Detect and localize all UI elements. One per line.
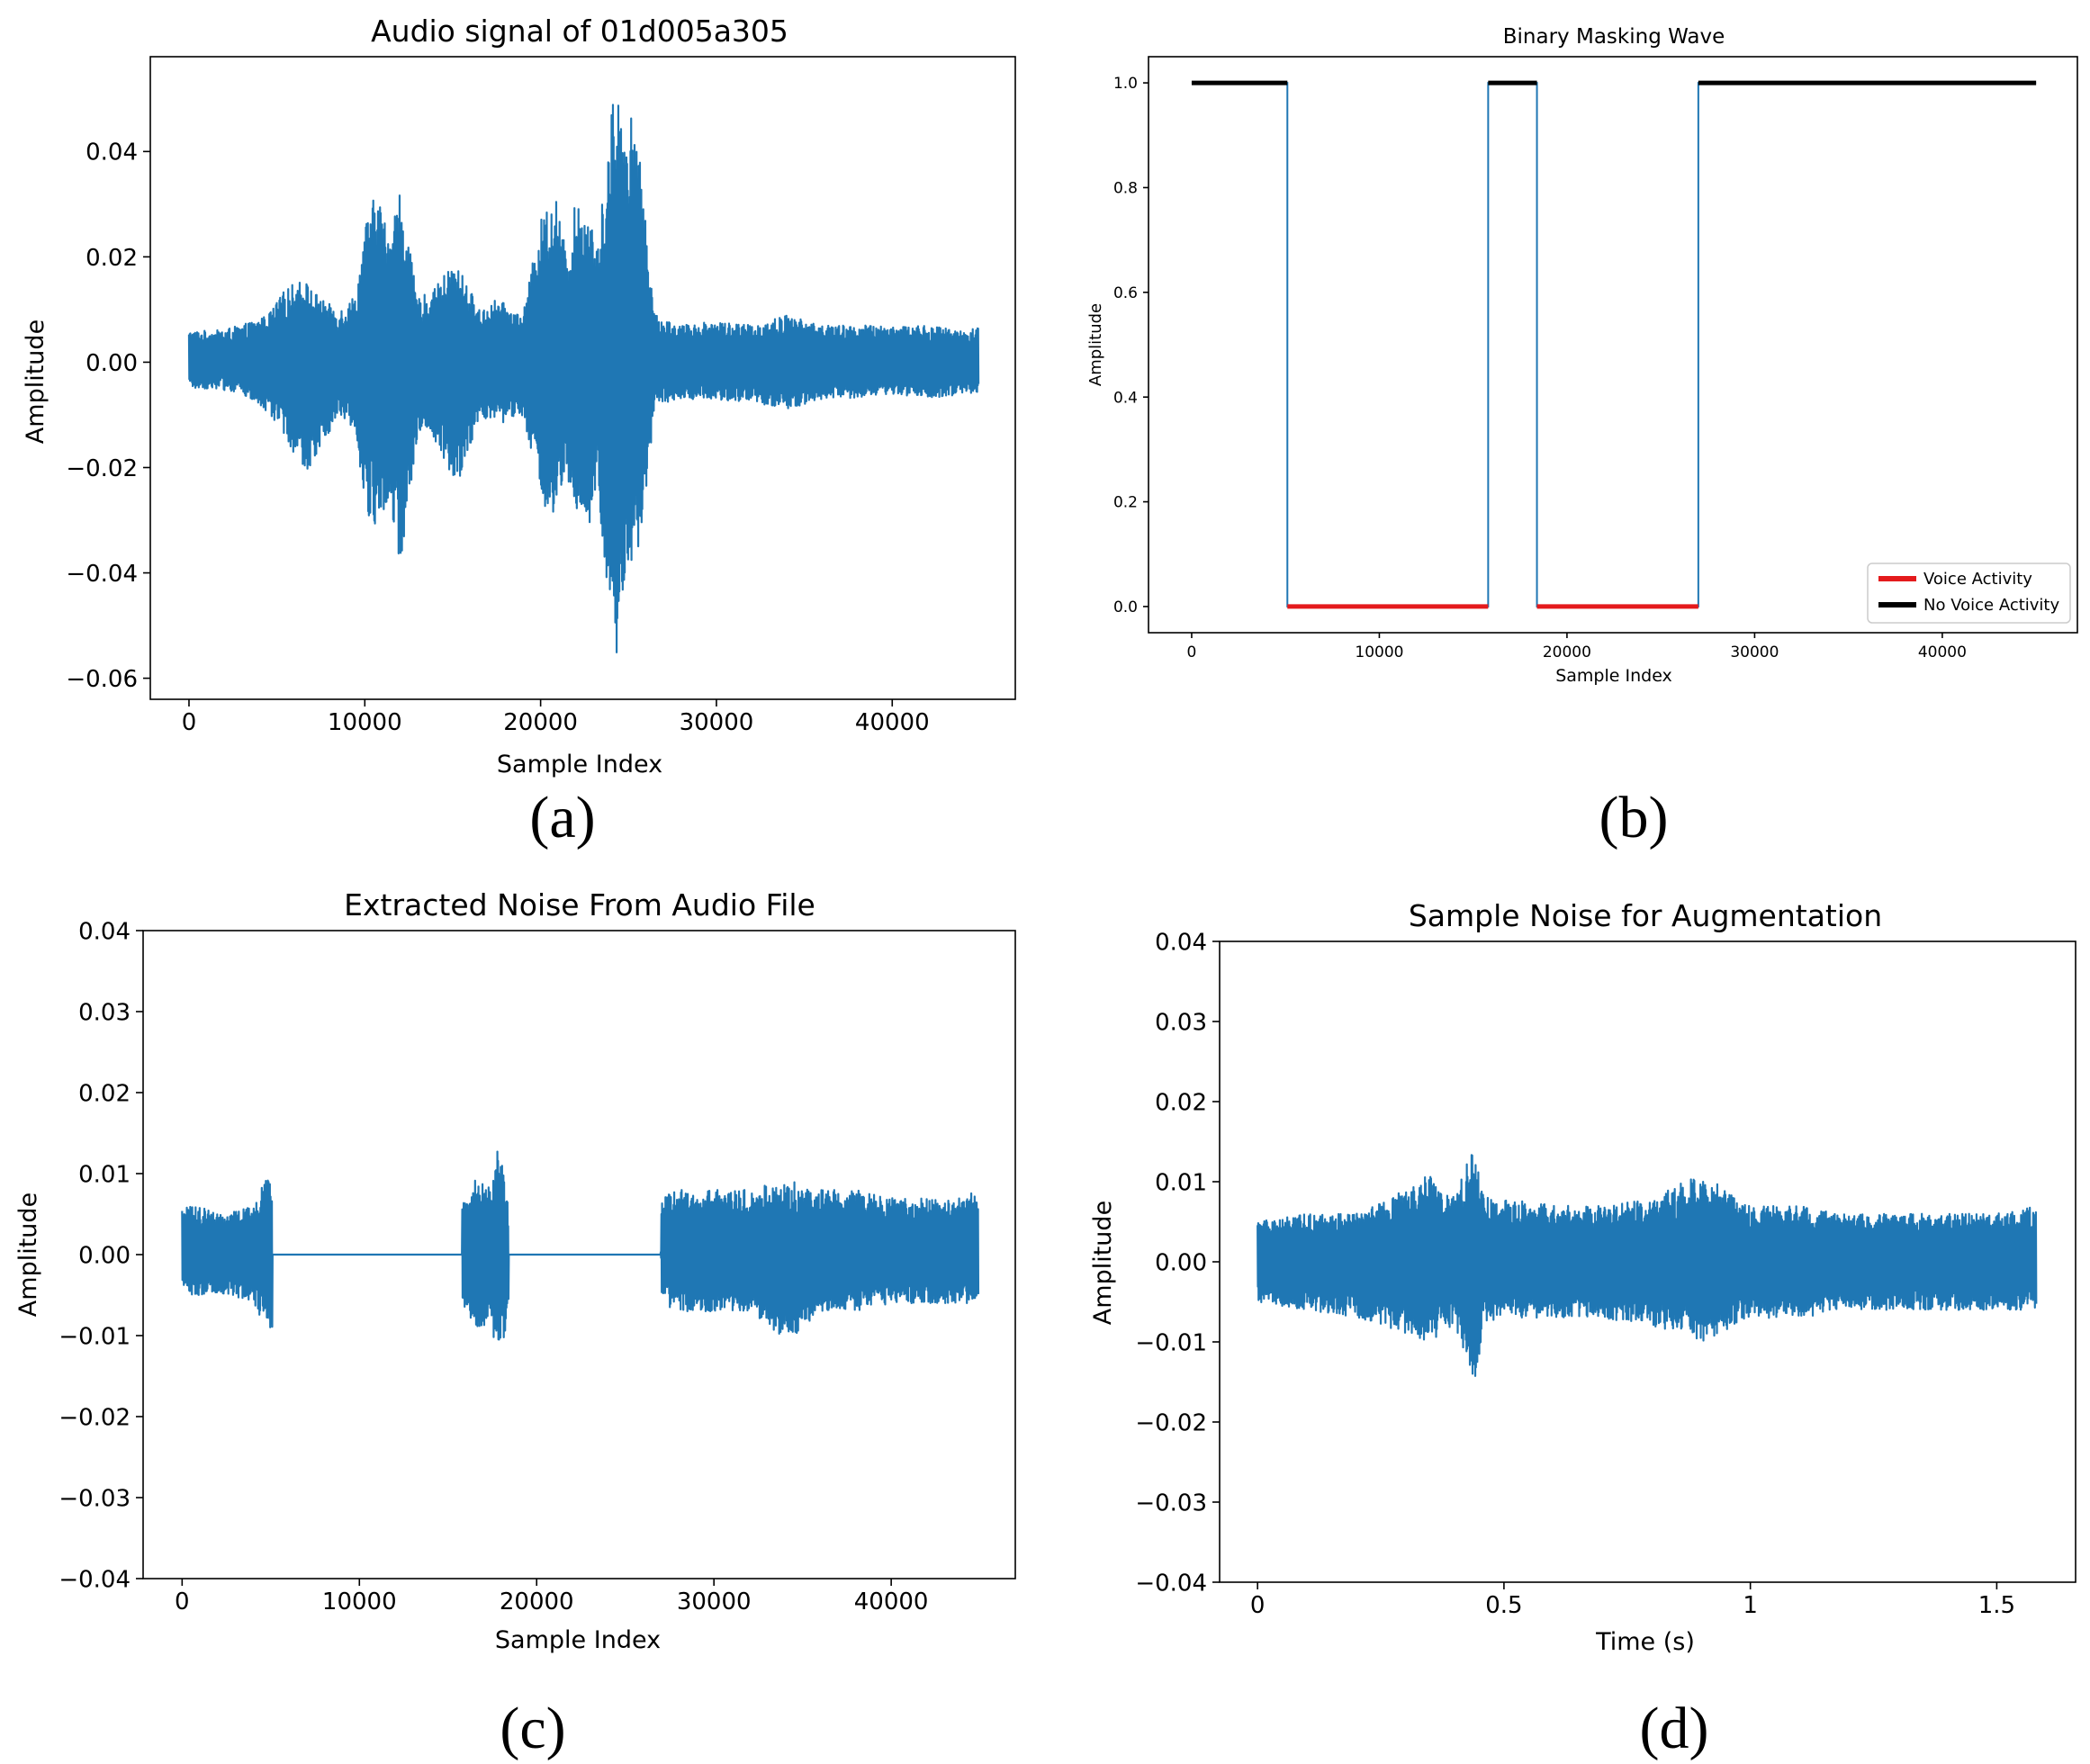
y-tick-label: 0.02 [1155, 1089, 1207, 1116]
y-tick-label: −0.04 [66, 561, 138, 588]
x-axis-label: Sample Index [497, 751, 662, 778]
x-axis-label: Sample Index [1555, 666, 1672, 686]
plot-frame [142, 930, 1016, 1580]
x-tick-label: 20000 [1543, 644, 1591, 662]
y-tick-label: 0.2 [1113, 494, 1138, 512]
y-tick-label: −0.02 [66, 455, 138, 482]
panel-caption: (d) [1640, 1696, 1709, 1761]
y-tick-label: 0.04 [1155, 929, 1207, 956]
signal-line [181, 1150, 980, 1341]
x-axis-ticks: 0 10000 20000 30000 40000 [182, 699, 930, 736]
x-tick-label: 10000 [328, 709, 402, 736]
y-axis-label: Amplitude [1086, 303, 1105, 386]
x-tick-label: 30000 [680, 709, 754, 736]
x-tick-label: 1.5 [1978, 1592, 2015, 1619]
x-axis-ticks: 0 0.5 1 1.5 [1250, 1582, 2015, 1619]
x-axis-label: Time (s) [1595, 1628, 1695, 1656]
y-tick-label: 0.03 [1155, 1009, 1207, 1036]
chart-title: Extracted Noise From Audio File [344, 887, 815, 922]
signal-line [1257, 1154, 2038, 1377]
legend-label-voice: Voice Activity [1923, 570, 2032, 589]
panel-caption: (c) [500, 1696, 565, 1761]
y-tick-label: −0.06 [66, 666, 138, 693]
audio-signal-series [187, 104, 980, 653]
x-tick-label: 10000 [322, 1588, 397, 1616]
plot-frame [1219, 940, 2076, 1583]
plot-frame [1148, 56, 2078, 634]
x-tick-label: 0 [182, 709, 197, 736]
y-tick-label: 0.01 [1155, 1169, 1207, 1196]
panel-caption: (b) [1599, 785, 1669, 850]
x-tick-label: 30000 [677, 1588, 752, 1616]
y-tick-label: 0.01 [78, 1161, 131, 1188]
y-axis-label: Amplitude [14, 1192, 42, 1317]
y-tick-label: −0.02 [59, 1404, 131, 1431]
mask-step-line [1191, 82, 2037, 608]
y-tick-label: 0.0 [1113, 598, 1138, 616]
x-tick-label: 30000 [1730, 644, 1779, 662]
y-tick-label: 0.00 [78, 1242, 131, 1269]
x-tick-label: 0 [175, 1588, 190, 1616]
x-tick-label: 10000 [1355, 644, 1403, 662]
y-tick-label: −0.03 [1135, 1490, 1207, 1516]
x-tick-label: 40000 [855, 709, 930, 736]
y-axis-ticks: −0.04 −0.03 −0.02 −0.01 0.00 0.01 0.02 0.03 0.04 [59, 918, 143, 1593]
y-tick-label: −0.04 [59, 1566, 131, 1593]
x-tick-label: 20000 [500, 1588, 574, 1616]
panel-a-audio-signal: Audio signal of 01d005a305 Amplitude Sam… [22, 14, 1016, 850]
y-tick-label: −0.01 [59, 1323, 131, 1350]
panel-c-extracted-noise: Extracted Noise From Audio File Amplitud… [14, 887, 1016, 1761]
panel-d-sample-noise: Sample Noise for Augmentation Amplitude … [1089, 898, 2076, 1761]
y-axis-ticks: −0.06 −0.04 −0.02 0.00 0.02 0.04 [66, 140, 150, 693]
x-tick-label: 0 [1187, 644, 1197, 662]
y-axis-label: Amplitude [1089, 1201, 1117, 1325]
extracted-noise-series [181, 1150, 980, 1341]
y-tick-label: −0.03 [59, 1485, 131, 1512]
y-tick-label: −0.02 [1135, 1409, 1207, 1436]
y-tick-label: 0.03 [78, 999, 131, 1026]
x-axis-ticks: 0 10000 20000 30000 40000 [175, 1579, 928, 1616]
x-tick-label: 40000 [854, 1588, 929, 1616]
chart-title: Binary Masking Wave [1503, 25, 1725, 49]
y-tick-label: 0.02 [78, 1080, 131, 1107]
legend-box [1867, 562, 2071, 624]
y-tick-label: −0.01 [1135, 1329, 1207, 1356]
legend-label-no-voice: No Voice Activity [1923, 596, 2059, 615]
chart-title: Sample Noise for Augmentation [1409, 898, 1882, 933]
legend: Voice Activity No Voice Activity [1867, 562, 2071, 624]
y-axis-label: Amplitude [22, 320, 50, 444]
y-axis-ticks: 0.0 0.2 0.4 0.6 0.8 1.0 [1113, 75, 1149, 616]
y-tick-label: 0.00 [1155, 1249, 1207, 1276]
y-tick-label: 0.8 [1113, 180, 1138, 198]
y-tick-label: 0.04 [78, 918, 131, 945]
y-axis-ticks: −0.04 −0.03 −0.02 −0.01 0.00 0.01 0.02 0.03 0.04 [1135, 929, 1220, 1597]
x-tick-label: 40000 [1918, 644, 1967, 662]
x-axis-label: Sample Index [495, 1626, 661, 1654]
x-axis-ticks: 0 10000 20000 30000 40000 [1187, 633, 1967, 662]
y-tick-label: 0.6 [1113, 284, 1138, 302]
x-tick-label: 20000 [503, 709, 578, 736]
y-tick-label: 0.02 [86, 245, 138, 272]
x-tick-label: 0.5 [1485, 1592, 1522, 1619]
y-tick-label: 1.0 [1113, 75, 1138, 93]
y-tick-label: 0.4 [1113, 389, 1138, 407]
mask-series [1191, 80, 2037, 609]
y-tick-label: 0.04 [86, 140, 138, 166]
panel-caption: (a) [529, 785, 595, 850]
signal-line [187, 104, 980, 653]
x-tick-label: 1 [1743, 1592, 1758, 1619]
panel-b-binary-mask: Binary Masking Wave Amplitude Sample Ind… [1086, 25, 2078, 850]
y-tick-label: 0.00 [86, 350, 138, 377]
y-tick-label: −0.04 [1135, 1570, 1207, 1597]
x-tick-label: 0 [1250, 1592, 1266, 1619]
plot-frame [149, 56, 1016, 700]
sample-noise-series [1257, 1154, 2038, 1377]
chart-title: Audio signal of 01d005a305 [371, 14, 788, 49]
